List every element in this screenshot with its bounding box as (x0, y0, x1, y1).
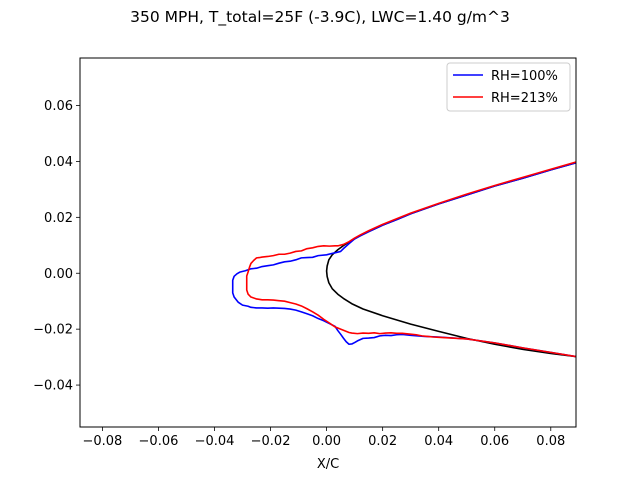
x-tick-label: 0.02 (368, 434, 397, 449)
y-tick-label: −0.04 (33, 379, 73, 394)
series-line-rh213 (245, 161, 576, 358)
y-tick-label: −0.02 (33, 323, 73, 338)
x-tick-label: −0.08 (82, 434, 122, 449)
y-tick-label: 0.06 (44, 99, 73, 114)
legend: RH=100% RH=213% (446, 62, 571, 112)
x-tick-label: −0.02 (251, 434, 291, 449)
y-tick-label: 0.02 (44, 211, 73, 226)
x-tick-label: 0.00 (312, 434, 341, 449)
legend-label-rh213: RH=213% (491, 91, 558, 106)
legend-label-rh100: RH=100% (491, 69, 558, 84)
chart-title: 350 MPH, T_total=25F (-3.9C), LWC=1.40 g… (130, 8, 510, 27)
x-axis: −0.08 −0.06 −0.04 −0.02 0.00 0.02 0.04 0.06 0.08 (82, 427, 565, 449)
series-line-rh100 (231, 162, 576, 358)
x-tick-label: 0.06 (480, 434, 509, 449)
y-tick-label: 0.00 (44, 267, 73, 282)
x-tick-label: 0.04 (424, 434, 453, 449)
plot-frame (79, 57, 577, 428)
y-axis: −0.04 −0.02 0.00 0.02 0.04 0.06 (33, 99, 80, 394)
y-tick-label: 0.04 (44, 155, 73, 170)
x-tick-label: 0.08 (536, 434, 565, 449)
x-tick-label: −0.04 (195, 434, 235, 449)
x-axis-label: X/C (317, 457, 339, 472)
plot-area (79, 57, 577, 428)
x-tick-label: −0.06 (139, 434, 179, 449)
series-layer (231, 161, 576, 358)
